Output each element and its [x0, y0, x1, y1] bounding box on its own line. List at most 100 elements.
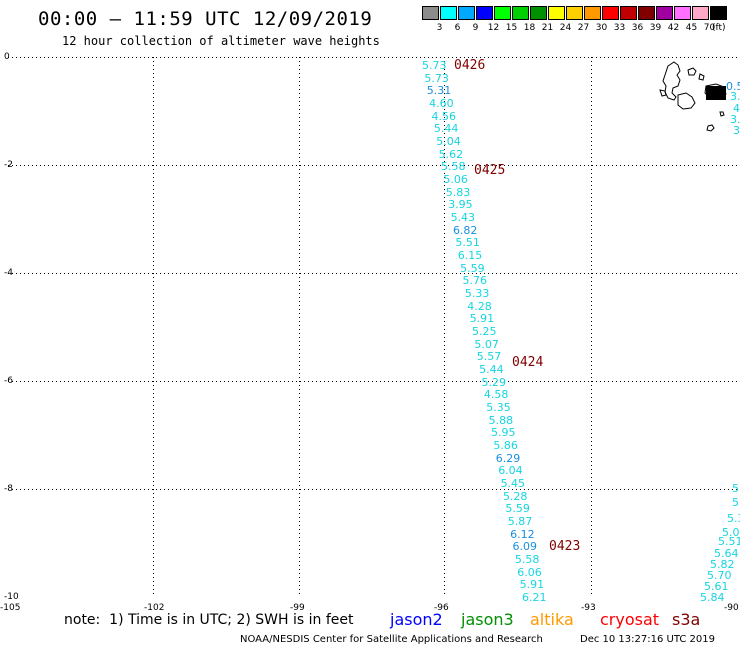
satellite-jason3: jason3 [461, 610, 514, 629]
legend-label: 15 [505, 23, 518, 33]
footer-timestamp: Dec 10 13:27:16 UTC 2019 [580, 634, 715, 645]
swh-label: 5.28 [502, 489, 528, 503]
legend-label: 21 [541, 23, 554, 33]
swh-label: 5.59 [460, 261, 485, 275]
swh-label: 5.44 [479, 363, 504, 376]
x-label--99: -99 [290, 603, 305, 613]
swh-label: 5.61 [704, 580, 729, 593]
legend-swatch [674, 6, 691, 20]
swh-label: 5.84 [700, 591, 725, 604]
legend-swatch [548, 6, 565, 20]
x-label--96: -96 [434, 603, 449, 613]
swh-label: 5 [732, 496, 739, 509]
swh-label: 5.44 [433, 122, 459, 136]
swh-label: 5.87 [507, 515, 533, 528]
swh-label: 5.64 [714, 547, 739, 560]
swh-label: 5.07 [474, 337, 499, 351]
page-subtitle: 12 hour collection of altimeter wave hei… [62, 34, 380, 48]
island-santa-cruz [677, 92, 696, 110]
island-fill [706, 86, 726, 100]
legend-label: 9 [472, 23, 479, 33]
swh-label: 4 [733, 102, 740, 115]
track-time-label: 0426 [454, 58, 486, 73]
swh-label: 4.60 [429, 97, 454, 110]
swh-label: 5.06 [443, 173, 468, 186]
swh-label: 5.51 [718, 535, 740, 548]
legend-label: 24 [559, 23, 572, 33]
x-label--90: -90 [724, 603, 739, 613]
satellite-cryosat: cryosat [600, 610, 660, 629]
legend-swatch [440, 6, 457, 20]
swh-label: 5 [732, 482, 739, 495]
swh-label: 3. [730, 90, 740, 103]
track-time-label: 0424 [512, 355, 544, 370]
legend-label: 33 [613, 23, 626, 33]
swh-label: 5.82 [710, 558, 735, 571]
x-label--93: -93 [581, 603, 596, 613]
swh-label: 5.51 [455, 236, 480, 250]
legend-swatch [620, 6, 637, 20]
x-label--105: -105 [0, 603, 21, 613]
legend-label: 18 [523, 23, 536, 33]
swh-label: 5.62 [438, 147, 464, 161]
swh-label: 5.86 [493, 439, 518, 452]
legend-swatch [512, 6, 529, 20]
legend-swatch [422, 6, 439, 20]
island-isabela [662, 61, 681, 101]
legend-label: 27 [577, 23, 590, 33]
legend-swatch [710, 6, 727, 20]
y-label--8: -8 [4, 484, 13, 494]
swh-label: 5.95 [491, 426, 516, 440]
swh-label: 5.31 [426, 84, 452, 98]
legend-swatch [692, 6, 709, 20]
swh-label: 6.82 [452, 223, 478, 237]
legend-swatch [494, 6, 511, 20]
swh-label: 5.45 [500, 477, 526, 490]
satellite-altika: altika [530, 610, 574, 629]
swh-label: 5.70 [707, 569, 732, 582]
swh-label: 5.33 [464, 287, 490, 300]
legend-label: 70 [703, 23, 716, 33]
island-espanola [719, 111, 725, 117]
island-small-2 [698, 73, 705, 81]
y-label--10: -10 [4, 592, 19, 602]
swh-label: 6.15 [457, 249, 483, 262]
x-label--102: -102 [144, 603, 165, 613]
satellite-s3a: s3a [672, 610, 701, 629]
legend-swatch [584, 6, 601, 20]
island-small-3 [659, 89, 667, 97]
swh-label: 4.56 [431, 109, 457, 123]
track-time-label: 0425 [474, 163, 506, 178]
swh-label: 3. [730, 113, 740, 126]
legend-swatch [656, 6, 673, 20]
swh-label: 5.3 [727, 512, 740, 525]
swh-label: 6.12 [510, 527, 535, 541]
swh-label: 5.58 [441, 160, 466, 174]
legend-swatch [476, 6, 493, 20]
swh-label: 5.83 [445, 185, 471, 199]
island-small-1 [687, 67, 697, 76]
swh-label: 5.91 [519, 578, 545, 592]
legend-label: 30 [595, 23, 608, 33]
swh-label: 5.73 [422, 59, 447, 72]
legend-label: 6 [454, 23, 461, 33]
satellite-jason2: jason2 [390, 610, 443, 629]
swh-label: 5.73 [424, 71, 449, 85]
y-label--4: -4 [4, 268, 13, 278]
swh-label: 5.25 [472, 325, 497, 338]
swh-label: 5.59 [505, 502, 530, 516]
track-time-label: 0423 [549, 539, 581, 554]
legend-swatch [458, 6, 475, 20]
swh-label: 5.58 [514, 553, 540, 566]
legend-swatch [530, 6, 547, 20]
swh-label: 4.58 [483, 388, 509, 402]
swh-label: 3. [733, 124, 740, 137]
swh-label: 5.43 [450, 211, 476, 224]
note-text: note: 1) Time is in UTC; 2) SWH is in fe… [64, 612, 354, 628]
legend-label: 39 [649, 23, 662, 33]
swh-label: 5.29 [481, 375, 507, 389]
legend-label: 3 [436, 23, 443, 33]
swh-label: 6.06 [517, 565, 542, 579]
legend-label: 12 [487, 23, 500, 33]
